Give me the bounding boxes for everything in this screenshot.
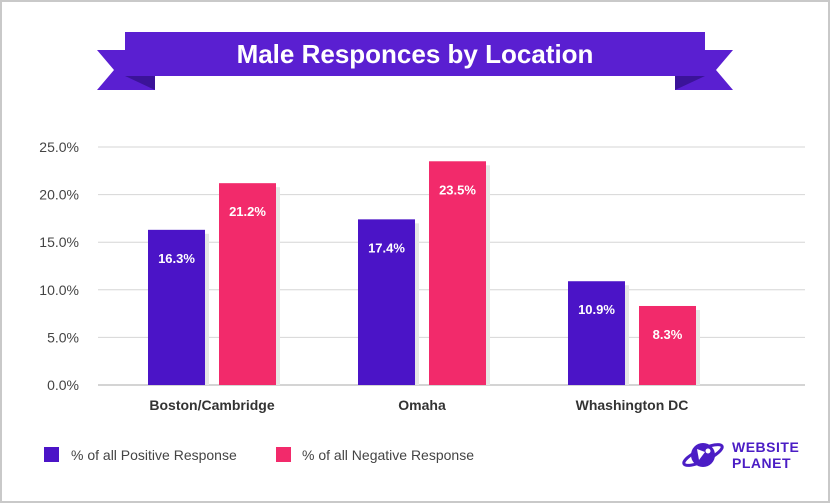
y-tick-label: 0.0% xyxy=(47,377,79,393)
title-ribbon: Male Responces by Location xyxy=(97,32,733,90)
y-tick-label: 20.0% xyxy=(39,187,79,203)
legend: % of all Positive Response % of all Nega… xyxy=(44,447,474,463)
y-tick-label: 10.0% xyxy=(39,282,79,298)
x-tick-label: Omaha xyxy=(398,397,446,413)
legend-label-negative: % of all Negative Response xyxy=(302,447,474,463)
legend-swatch-negative xyxy=(276,447,291,462)
ribbon-left-fold xyxy=(125,76,155,90)
bar xyxy=(358,219,415,385)
bar xyxy=(639,305,696,385)
website-planet-logo: WEBSITE PLANET xyxy=(682,439,799,471)
chart-title: Male Responces by Location xyxy=(237,39,594,69)
x-tick-label: Whashington DC xyxy=(576,397,689,413)
x-tick-label: Boston/Cambridge xyxy=(149,397,274,413)
data-label: 16.3% xyxy=(158,251,195,266)
x-axis: Boston/Cambridge Omaha Whashington DC xyxy=(149,397,688,413)
legend-label-positive: % of all Positive Response xyxy=(71,447,237,463)
bar xyxy=(219,183,276,385)
bar xyxy=(568,281,625,385)
legend-item-negative: % of all Negative Response xyxy=(276,447,474,463)
ribbon-right-fold xyxy=(675,76,705,90)
y-axis: 0.0% 5.0% 10.0% 15.0% 20.0% 25.0% xyxy=(39,139,79,393)
ribbon-band xyxy=(125,32,705,76)
data-label: 10.9% xyxy=(578,302,615,317)
legend-item-positive: % of all Positive Response xyxy=(44,447,237,463)
bar xyxy=(429,161,486,385)
y-tick-label: 15.0% xyxy=(39,234,79,250)
y-tick-label: 25.0% xyxy=(39,139,79,155)
data-label: 23.5% xyxy=(439,182,476,197)
data-label: 17.4% xyxy=(368,240,405,255)
logo-text-line2: PLANET xyxy=(732,455,791,471)
bar xyxy=(148,229,205,385)
data-label: 21.2% xyxy=(229,204,266,219)
bars: 16.3% 21.2% 17.4% 23.5% 10.9% 8.3% xyxy=(148,161,700,385)
legend-swatch-positive xyxy=(44,447,59,462)
data-label: 8.3% xyxy=(653,327,683,342)
planet-icon xyxy=(682,443,724,467)
logo-text-line1: WEBSITE xyxy=(732,439,799,455)
y-tick-label: 5.0% xyxy=(47,329,79,345)
